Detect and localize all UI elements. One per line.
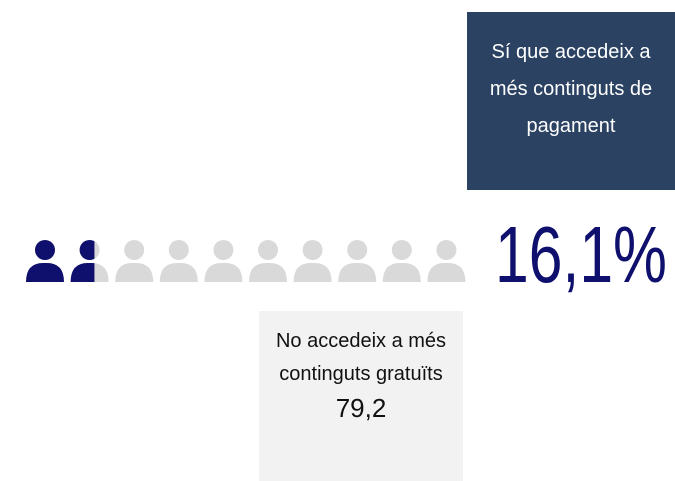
icon-body — [427, 262, 466, 282]
icon-head — [35, 240, 55, 260]
note-box: No accedeix a més continguts gratuïts 79… — [259, 311, 463, 481]
label: Sí que accedeix a més continguts de paga… — [489, 41, 653, 137]
icon-head — [258, 240, 278, 260]
label-box: Sí que accedeix a més continguts de paga… — [467, 12, 675, 190]
icon-body — [293, 262, 332, 282]
chart: 16,1% — [26, 210, 667, 299]
icon-head — [79, 240, 95, 260]
icon-body — [159, 262, 198, 282]
icon-body — [338, 262, 377, 282]
icon-head — [124, 240, 145, 260]
value-label: 16,1% — [495, 210, 667, 299]
icon-head — [213, 240, 234, 260]
icon-body — [249, 262, 287, 282]
filled-icons — [26, 240, 95, 282]
icon-head — [168, 240, 189, 260]
icon-head — [436, 240, 457, 260]
icon-head — [391, 240, 412, 260]
icon-body — [70, 262, 95, 282]
icon-head — [347, 240, 368, 260]
icon-body — [26, 262, 64, 282]
note-text: No accedeix a més continguts gratuïts — [275, 330, 447, 385]
icon-head — [302, 240, 323, 260]
icon-body — [115, 262, 154, 282]
note-value: 79,2 — [335, 393, 387, 423]
icon-body — [204, 262, 243, 282]
icon-body — [382, 262, 421, 282]
